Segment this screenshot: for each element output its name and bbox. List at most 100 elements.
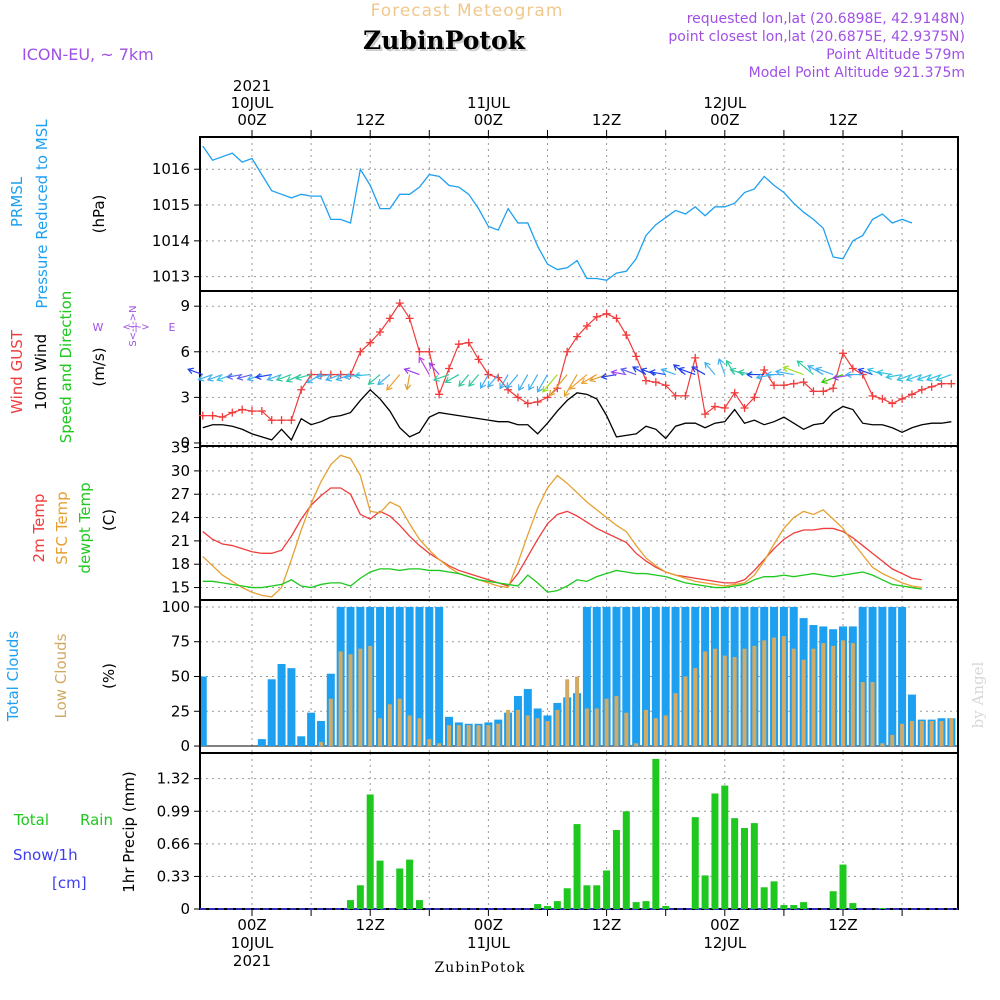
panel-frame-temp [199,445,959,601]
wind-direction-arrow [691,366,706,376]
requested-point: requested lon,lat (20.6898E, 42.9148N) [687,11,965,27]
gust-marker [799,378,808,387]
low-cloud-bar [417,718,422,747]
y-tick-label: 21 [171,532,190,550]
y-tick-label: 1015 [152,196,190,214]
wind-direction-arrow [246,374,263,382]
y-tick-label: 1014 [152,232,190,250]
gust-marker [228,408,237,417]
total-cloud-bar [661,606,670,747]
low-cloud-bar [742,648,747,747]
total-cloud-bar [612,606,621,747]
gust-marker [582,321,591,330]
wind-direction-arrow [432,374,450,382]
gust-marker [779,381,788,390]
y-tick-label: 33 [171,439,190,457]
low-cloud-bar [752,645,757,747]
total-cloud-bar [878,606,887,747]
rain-bar [711,793,719,909]
gust-marker [277,416,286,425]
low-cloud-bar [949,718,954,747]
wind-direction-arrow [487,374,499,388]
low-cloud-bar [909,721,914,747]
rain-bar [800,902,808,909]
wind-direction-arrow [468,374,480,387]
gust-marker [612,314,621,323]
wind-direction-arrow [660,367,676,376]
wind-direction-arrow [518,374,529,392]
rain-bar [612,830,620,909]
wind-direction-arrow [275,374,292,382]
wind-direction-arrow [295,373,312,381]
wind-direction-arrow [418,356,430,375]
y-tick-label: 1.32 [157,770,190,788]
rain-bar [760,887,768,909]
low-cloud-bar [693,668,698,747]
temp-label-2m: 2m Temp [30,494,48,563]
bottom-time-label: 2021 [233,952,271,970]
gust-marker [218,413,227,422]
y-tick-label: 24 [171,509,190,527]
gust-marker [730,388,739,397]
gust-marker [651,378,660,387]
y-tick-label: 0.66 [157,835,190,853]
dewpt-temp-line [202,568,922,593]
rain-bar [396,868,404,909]
wind-direction-arrow [820,374,844,384]
gust-marker [868,391,877,400]
low-cloud-bar [919,721,924,747]
wind-direction-arrow [815,366,834,376]
wind-direction-arrow [386,374,401,391]
low-cloud-bar [624,712,629,747]
wind-direction-arrow [542,374,558,393]
pressure-label-msl: Pressure Reduced to MSL [33,119,51,309]
rain-bar [849,903,857,909]
wind-direction-arrow [343,373,361,381]
y-tick-label: 1016 [152,160,190,178]
y-tick-label: 6 [180,343,190,361]
rain-bar [583,885,591,909]
y-tick-label: 100 [161,598,190,616]
rain-bar [839,864,847,909]
wind-direction-arrow [620,367,637,376]
rain-bar [731,818,739,909]
wind-direction-arrow [796,360,814,376]
footer-station: ZubinPotok [434,960,525,976]
wind-label-10m: 10m Wind [32,334,50,410]
gust-marker [445,364,453,373]
gust-marker [642,376,650,385]
wind-direction-arrow [765,371,784,379]
low-cloud-bar [486,725,491,747]
total-cloud-bar [868,606,877,747]
rain-bar [415,900,423,909]
gust-marker [238,405,247,414]
gust-marker [947,379,956,388]
wind-direction-arrow [704,361,716,375]
gust-marker [888,399,897,408]
rain-bar [563,888,571,909]
top-time-label: 12Z [592,111,621,129]
top-time-label: 12Z [356,111,385,129]
wind-direction-arrow [197,374,213,382]
rain-bar [553,901,561,909]
top-time-label: 00Z [474,111,503,129]
rain-bar [632,902,640,909]
total-cloud-bar [201,676,207,747]
gust-marker [464,338,473,347]
bottom-time-label: 12Z [592,916,621,934]
low-cloud-bar [929,721,934,747]
total-cloud-bar [907,694,916,747]
pressure-unit: (hPa) [90,195,108,234]
gust-marker [760,366,769,375]
low-cloud-bar [407,715,412,747]
wind-direction-arrow [187,367,203,376]
gust-marker [297,385,306,394]
wind-direction-arrow [254,373,272,381]
rain-bar [406,859,414,909]
wind-direction-arrow [536,374,549,393]
compass-w: W [93,321,104,334]
wind-direction-arrow [306,374,322,384]
gust-line [202,302,952,421]
top-time-label: 2021 [233,77,271,95]
